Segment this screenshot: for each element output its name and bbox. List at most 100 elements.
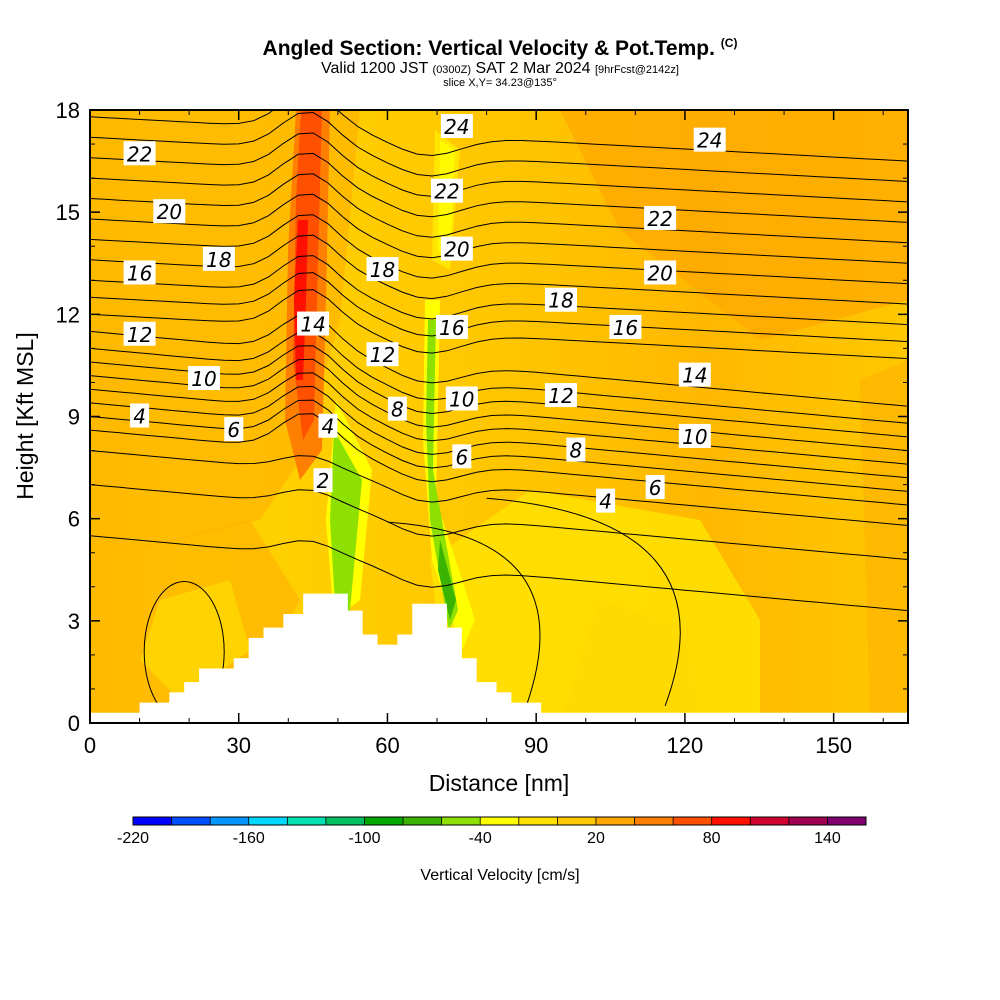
contour-label-box: [644, 205, 677, 230]
contour-label: 12: [366, 342, 399, 367]
isentrope-line: [90, 214, 908, 285]
isentrope-line: [90, 372, 908, 465]
contour-label-box: [440, 236, 473, 261]
contour-label-text: 6: [455, 445, 468, 469]
contour-label-text: 14: [682, 364, 707, 388]
colorbar-swatch: [248, 817, 288, 825]
contour-label: 18: [366, 257, 399, 282]
colorbar-title: Vertical Velocity [cm/s]: [420, 867, 579, 884]
isentrope-contours: [90, 110, 908, 722]
contour-label-text: 22: [127, 142, 152, 166]
field-yellow-pocket: [140, 580, 250, 700]
field-orange-east: [860, 360, 908, 723]
colorbar-tick-label: -40: [469, 830, 492, 847]
contour-label: 8: [387, 396, 407, 422]
isentrope-line: [486, 497, 681, 707]
contour-label-text: 22: [647, 207, 672, 231]
contour-label: 24: [440, 114, 473, 139]
contour-label-text: 6: [227, 418, 240, 442]
contour-label-box: [123, 141, 156, 166]
y-tick-label: 18: [56, 98, 80, 123]
isentrope-line: [387, 521, 541, 707]
downdraft-band-darkgreen: [438, 540, 456, 620]
contour-label-text: 18: [548, 289, 573, 313]
isentrope-line: [90, 345, 908, 438]
contour-label-text: 18: [206, 248, 231, 272]
contour-label-text: 18: [370, 258, 395, 282]
downdraft-band-green-2: [426, 320, 458, 630]
isentrope-line: [90, 289, 908, 360]
y-tick-label: 0: [68, 711, 80, 736]
contour-label-text: 6: [649, 476, 662, 500]
contour-label: 12: [544, 383, 577, 408]
contour-label: 20: [440, 236, 473, 262]
contour-label-box: [645, 475, 665, 500]
contour-label: 14: [678, 362, 711, 388]
colorbar-swatch: [403, 817, 443, 825]
terrain-mask: [90, 593, 908, 723]
isentrope-line: [90, 255, 908, 326]
contour-label-box: [224, 417, 244, 442]
contour-label-box: [566, 437, 586, 462]
x-tick-label: 0: [84, 733, 96, 758]
colorbar-tick-label: 140: [814, 830, 841, 847]
plot-area: [90, 110, 908, 723]
isentrope-line: [90, 535, 908, 612]
contour-label: 20: [153, 199, 186, 224]
colorbar-swatch: [634, 817, 674, 825]
contour-label-text: 16: [613, 316, 638, 340]
isentrope-line: [90, 173, 908, 244]
contour-label: 4: [596, 488, 616, 514]
contour-label-text: 16: [439, 316, 464, 340]
isentrope-line: [90, 450, 908, 526]
isentrope-line: [90, 413, 908, 506]
colorbar-swatch: [171, 817, 211, 825]
chart-slice-caption: slice X,Y= 34.23@135°: [443, 77, 557, 89]
contour-label-text: 20: [444, 238, 469, 262]
isentrope-line: [90, 331, 908, 424]
contour-label-text: 24: [697, 129, 722, 153]
contour-label-text: 4: [322, 415, 335, 439]
contour-label-text: 22: [434, 180, 459, 204]
contour-label-box: [153, 199, 186, 224]
colorbar: -220 -160 -100 -40 20 80 140: [117, 816, 867, 847]
colorbar-tick-label: -160: [233, 830, 265, 847]
colorbar-swatch: [750, 817, 790, 825]
colorbar-swatch: [557, 817, 597, 825]
contour-label: 24: [693, 127, 726, 153]
colorbar-swatch: [480, 817, 520, 825]
contour-label-box: [387, 396, 407, 421]
contour-label: 10: [678, 423, 711, 449]
isentrope-line: [90, 132, 908, 203]
chart-title: Angled Section: Vertical Velocity & Pot.…: [262, 36, 738, 60]
x-tick-label: 30: [226, 733, 250, 758]
updraft-plume-core: [294, 220, 308, 380]
contour-label-box: [123, 321, 156, 346]
colorbar-swatch: [441, 817, 481, 825]
isentrope-line: [90, 484, 908, 560]
contour-label: 16: [123, 260, 156, 285]
contour-label: 6: [224, 417, 244, 442]
contour-label: 14: [297, 311, 330, 337]
colorbar-swatch: [133, 817, 173, 825]
contour-label: 18: [202, 246, 235, 272]
contour-label: 22: [430, 178, 463, 204]
contour-label-box: [188, 366, 221, 391]
contour-label-box: [544, 287, 577, 312]
contour-label-text: 10: [682, 425, 707, 449]
isentrope-line: [90, 385, 908, 479]
contour-label-text: 12: [127, 323, 152, 347]
contour-label-box: [435, 314, 468, 339]
contour-label-box: [202, 246, 235, 271]
contour-label: 22: [123, 141, 156, 166]
contour-label-box: [318, 413, 338, 438]
colorbar-swatch: [210, 817, 250, 825]
colorbar-swatch: [827, 817, 867, 825]
contour-label-text: 8: [569, 439, 582, 463]
x-tick-label: 90: [524, 733, 548, 758]
colorbar-tick-label: -100: [348, 830, 380, 847]
contour-label: 16: [609, 314, 642, 340]
field-yellow-southeast: [560, 600, 700, 723]
contour-label-box: [693, 127, 726, 152]
y-tick-label: 9: [68, 405, 80, 430]
